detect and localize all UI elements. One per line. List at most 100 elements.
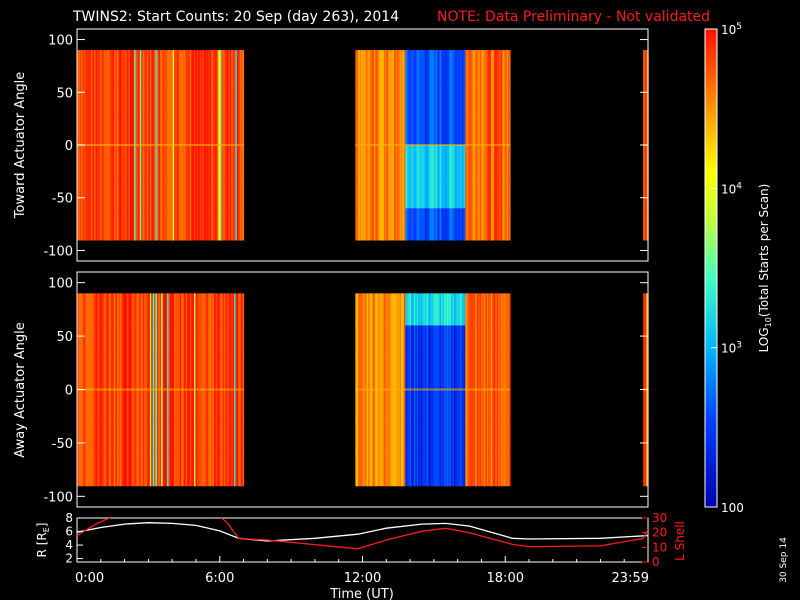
heatmap-cell <box>470 453 474 487</box>
heatmap-cell <box>362 50 365 83</box>
heatmap-cell <box>114 453 117 487</box>
heatmap-cell <box>214 421 217 455</box>
heatmap-cell <box>79 293 82 327</box>
heatmap-cell <box>493 453 496 487</box>
heatmap-cell <box>235 293 238 327</box>
heatmap-cell <box>118 81 121 114</box>
heatmap-cell <box>186 50 189 83</box>
heatmap-cell <box>489 50 492 83</box>
heatmap-cell <box>359 145 362 178</box>
heatmap-cell <box>452 81 455 114</box>
heatmap-cell <box>425 113 428 146</box>
heatmap-cell <box>96 293 100 327</box>
heatmap-cell <box>115 176 118 209</box>
heatmap-cell <box>189 176 192 209</box>
heatmap-cell <box>469 113 472 146</box>
heatmap-cell <box>77 145 80 178</box>
heatmap-cell <box>206 176 209 209</box>
heatmap-cell <box>421 389 424 423</box>
heatmap-cell <box>77 50 80 83</box>
heatmap-cell <box>643 453 646 487</box>
heatmap-cell <box>122 421 125 455</box>
heatmap-cell <box>242 421 245 455</box>
heatmap-cell <box>222 50 225 83</box>
heatmap-cell <box>188 357 191 391</box>
heatmap-cell <box>111 389 114 423</box>
heatmap-cell <box>365 145 368 178</box>
heatmap-cell <box>125 453 128 487</box>
heatmap-cell <box>172 325 175 359</box>
heatmap-cell <box>135 145 138 178</box>
heatmap-cell <box>194 421 197 455</box>
heatmap-cell <box>465 389 468 423</box>
heatmap-cell <box>383 208 386 241</box>
heatmap-cell <box>395 293 398 327</box>
heatmap-cell <box>439 81 442 114</box>
heatmap-cell <box>401 389 404 423</box>
heatmap-cell <box>164 421 167 455</box>
heatmap-cell <box>476 325 479 359</box>
heatmap-cell <box>509 389 511 423</box>
heatmap-cell <box>156 50 159 83</box>
heatmap-cell <box>485 81 488 114</box>
heatmap-cell <box>393 421 396 455</box>
heatmap-cell <box>441 325 444 359</box>
heatmap-cell <box>439 113 442 146</box>
heatmap-cell <box>382 145 385 178</box>
xlabel-time: Time (UT) <box>329 587 394 600</box>
heatmap-cell <box>455 453 458 487</box>
heatmap-cell <box>422 176 425 209</box>
heatmap-cell <box>381 208 384 241</box>
heatmap-cell <box>128 113 131 146</box>
heatmap-cell <box>365 81 368 114</box>
heatmap-cell <box>116 145 119 178</box>
heatmap-cell <box>442 50 445 83</box>
heatmap-cell <box>412 145 415 178</box>
heatmap-cell <box>508 325 511 359</box>
heatmap-cell <box>391 81 394 114</box>
heatmap-cell <box>398 50 401 83</box>
heatmap-cell <box>172 389 175 423</box>
heatmap-cell <box>119 421 122 455</box>
heatmap-cell <box>399 113 402 146</box>
heatmap-cell <box>179 453 182 487</box>
heatmap-cell <box>406 293 409 327</box>
heatmap-cell <box>131 389 134 423</box>
heatmap-cell <box>388 208 391 241</box>
heatmap-cell <box>395 357 398 391</box>
heatmap-cell <box>378 357 381 391</box>
heatmap-cell <box>142 81 145 114</box>
heatmap-cell <box>385 145 388 178</box>
heatmap-cell <box>462 421 465 455</box>
heatmap-cell <box>232 208 235 241</box>
heatmap-cell <box>125 176 128 209</box>
heatmap-cell <box>214 81 217 114</box>
heatmap-cell <box>503 113 506 146</box>
heatmap-cell <box>176 421 179 455</box>
heatmap-cell <box>409 145 412 178</box>
heatmap-cell <box>492 208 495 241</box>
heatmap-cell <box>383 357 386 391</box>
heatmap-cell <box>485 50 488 83</box>
heatmap-cell <box>188 293 191 327</box>
heatmap-cell <box>185 50 188 83</box>
heatmap-cell <box>224 453 227 487</box>
heatmap-cell <box>385 81 388 114</box>
heatmap-cell <box>242 389 245 423</box>
heatmap-cell <box>192 50 195 83</box>
heatmap-cell <box>124 325 127 359</box>
heatmap-cell <box>149 113 152 146</box>
heatmap-cell <box>181 145 184 178</box>
heatmap-cell <box>358 50 361 83</box>
heatmap-cell <box>186 389 189 423</box>
heatmap-cell <box>212 357 215 391</box>
heatmap-cell <box>492 81 495 114</box>
heatmap-cell <box>144 50 147 83</box>
ytick-label: -50 <box>52 437 73 452</box>
heatmap-cell <box>445 453 448 487</box>
heatmap-cell <box>158 421 161 455</box>
heatmap-cell <box>439 176 442 209</box>
heatmap-cell <box>409 357 412 391</box>
heatmap-cell <box>466 357 469 391</box>
heatmap-cell <box>84 293 87 327</box>
